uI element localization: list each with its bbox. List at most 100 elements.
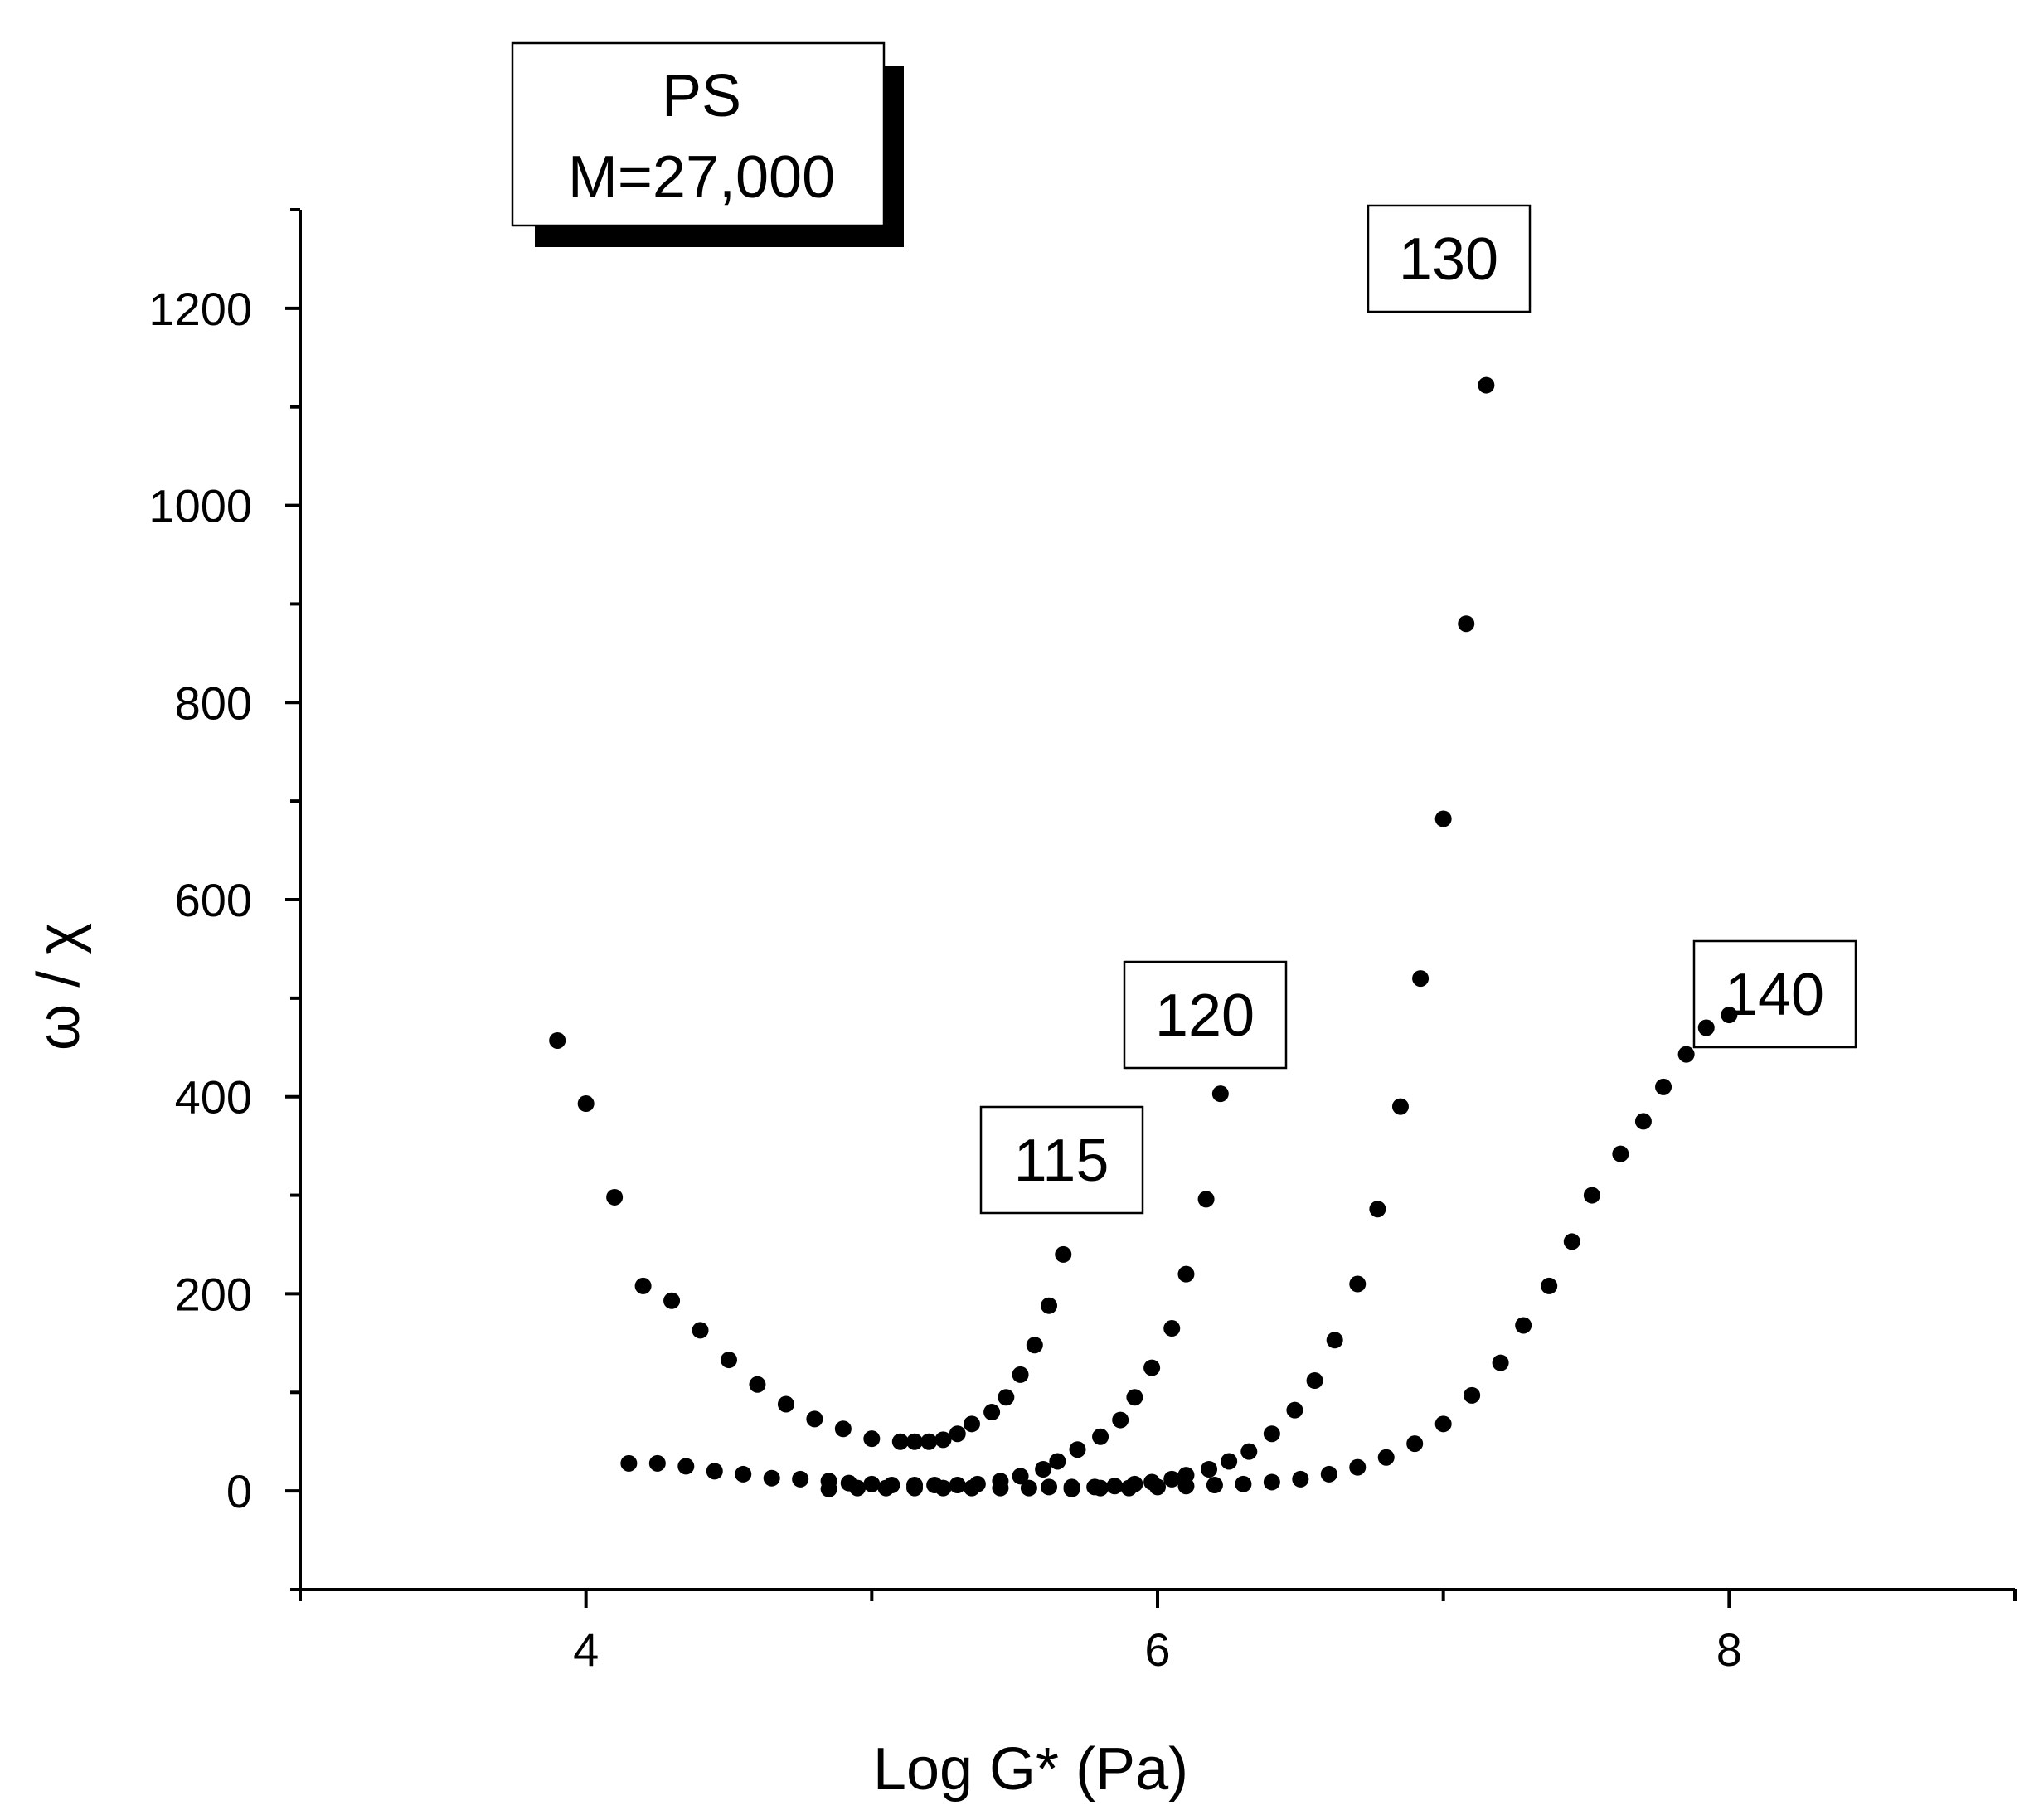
data-point — [763, 1469, 780, 1487]
data-point — [606, 1188, 624, 1206]
y-tick-label: 400 — [175, 1071, 252, 1124]
data-point — [1063, 1480, 1080, 1497]
data-point — [620, 1454, 638, 1472]
data-point — [721, 1352, 737, 1369]
data-point — [891, 1433, 909, 1450]
label-box-130: 130 — [1367, 204, 1532, 313]
data-point — [1012, 1366, 1029, 1383]
data-point — [1515, 1317, 1532, 1334]
label-120: 120 — [1155, 983, 1255, 1049]
data-point — [549, 1031, 566, 1049]
data-point — [1163, 1470, 1181, 1488]
y-tick-label: 1200 — [148, 283, 252, 335]
label-box-120-frame — [1123, 960, 1288, 1070]
x-tick-label: 6 — [1144, 1623, 1170, 1676]
data-point — [1177, 1265, 1195, 1283]
data-point — [1434, 1415, 1452, 1433]
data-point — [1391, 1098, 1409, 1115]
data-point — [777, 1395, 794, 1413]
data-point — [692, 1322, 709, 1339]
data-point — [1263, 1473, 1280, 1491]
data-point — [906, 1479, 924, 1497]
data-point — [1320, 1465, 1337, 1483]
y-tick-label: 800 — [175, 677, 252, 729]
series-115 — [549, 1031, 1072, 1450]
data-point — [1655, 1078, 1672, 1095]
data-point — [1349, 1458, 1367, 1476]
data-point — [920, 1433, 938, 1450]
data-point — [1149, 1478, 1166, 1496]
data-point — [1112, 1411, 1129, 1429]
data-point — [1069, 1441, 1086, 1458]
data-points — [549, 376, 1738, 1497]
y-axis-ticks: 0 200 400 600 800 1000 1200 — [148, 208, 300, 1591]
data-point — [963, 1415, 980, 1433]
data-point — [1634, 1113, 1652, 1130]
data-point — [820, 1480, 837, 1497]
data-point — [1221, 1453, 1238, 1470]
x-axis-ticks: 4 6 8 — [299, 1589, 2017, 1676]
data-point — [735, 1465, 752, 1483]
data-point — [1563, 1233, 1580, 1250]
data-point — [1306, 1372, 1323, 1390]
data-point — [1240, 1443, 1258, 1460]
data-point — [983, 1404, 1001, 1421]
data-point — [949, 1477, 966, 1494]
data-point — [1583, 1187, 1600, 1204]
data-point — [1206, 1477, 1223, 1494]
data-point — [1292, 1470, 1309, 1488]
data-point — [648, 1454, 666, 1472]
series-130 — [820, 376, 1495, 1497]
data-point — [1721, 1007, 1738, 1024]
data-point — [577, 1095, 595, 1113]
data-point — [1377, 1449, 1395, 1466]
data-point — [1012, 1468, 1029, 1485]
title-box: PS M=27,000 — [511, 41, 904, 247]
data-point — [1143, 1359, 1161, 1376]
data-point — [1406, 1435, 1424, 1453]
data-point — [634, 1277, 652, 1294]
data-point — [1412, 970, 1430, 988]
label-140: 140 — [1725, 962, 1824, 1028]
data-point — [1492, 1354, 1509, 1371]
label-box-140-frame — [1692, 939, 1857, 1049]
x-tick-label: 8 — [1716, 1623, 1742, 1676]
y-axis-title: ω / χ — [26, 923, 92, 1051]
label-115: 115 — [1014, 1128, 1109, 1194]
data-point — [934, 1431, 952, 1449]
label-box-120: 120 — [1123, 960, 1288, 1070]
data-point — [1263, 1425, 1280, 1443]
data-point — [1434, 810, 1452, 827]
data-point — [1677, 1046, 1695, 1063]
label-box-115: 115 — [979, 1105, 1144, 1215]
data-point — [1106, 1478, 1124, 1495]
data-point — [1092, 1428, 1109, 1445]
data-point — [1177, 1478, 1195, 1495]
data-point — [863, 1475, 881, 1492]
label-box-115-frame — [979, 1105, 1144, 1215]
data-point — [1369, 1201, 1386, 1218]
data-point — [677, 1458, 695, 1475]
data-point — [1020, 1479, 1037, 1497]
data-point — [1612, 1145, 1629, 1162]
data-point — [792, 1470, 809, 1488]
data-point — [806, 1410, 823, 1428]
data-point — [1055, 1245, 1072, 1263]
label-box-140: 140 — [1692, 939, 1857, 1049]
label-box-130-frame — [1367, 204, 1532, 313]
data-point — [1026, 1337, 1043, 1354]
data-point — [1035, 1460, 1052, 1478]
data-point — [1201, 1460, 1218, 1478]
data-point — [834, 1420, 852, 1438]
data-point — [1286, 1401, 1303, 1419]
data-point — [1697, 1019, 1715, 1036]
data-point — [877, 1479, 895, 1497]
y-tick-label: 600 — [175, 874, 252, 926]
data-point — [1478, 376, 1495, 394]
data-point — [1120, 1479, 1138, 1497]
y-tick-label: 0 — [226, 1465, 252, 1517]
data-point — [1092, 1479, 1109, 1497]
x-axis-title: Log G* (Pa) — [873, 1736, 1188, 1803]
data-point — [949, 1425, 966, 1443]
